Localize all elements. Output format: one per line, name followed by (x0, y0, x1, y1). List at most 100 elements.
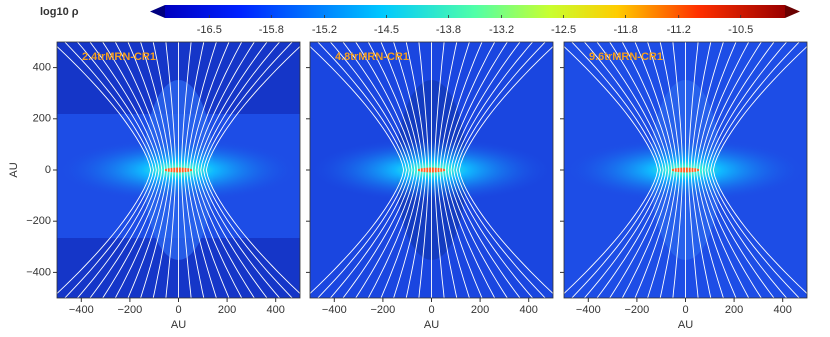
colorbar-tick-label: -14.5 (374, 24, 399, 36)
field-line (189, 42, 230, 298)
panel-title: 2.4trMRN-CR1 (82, 51, 156, 63)
colorbar-tick-label: -11.8 (613, 24, 637, 36)
field-line (710, 42, 800, 298)
panel (57, 42, 300, 298)
field-line (439, 42, 470, 298)
field-line (183, 42, 205, 298)
field-line (140, 42, 171, 298)
field-line (458, 45, 553, 295)
field-line (571, 42, 661, 298)
x-tick-label: 200 (218, 304, 236, 316)
panel-title: 4.8trMRN-CR1 (335, 51, 409, 63)
field-line (380, 42, 421, 298)
y-tick-label: −400 (26, 266, 51, 278)
colorbar-extend (785, 5, 800, 18)
field-line (693, 42, 724, 298)
field-line (405, 42, 427, 298)
colorbar-tick-label: -15.8 (259, 24, 284, 36)
x-axis-label: AU (424, 319, 439, 331)
field-line (205, 45, 300, 295)
panel (310, 42, 553, 298)
x-tick-label: −400 (322, 304, 347, 316)
panel (564, 42, 807, 298)
field-line (672, 42, 684, 298)
y-tick-label: 200 (33, 113, 51, 125)
field-line (393, 42, 424, 298)
y-tick-label: −200 (26, 215, 51, 227)
x-tick-label: 400 (267, 304, 285, 316)
colorbar-tick-label: -10.5 (728, 24, 753, 36)
field-line (442, 42, 483, 298)
field-line (127, 42, 168, 298)
field-line (367, 42, 419, 298)
colorbar-tick-label: -13.2 (489, 24, 514, 36)
x-tick-label: 200 (725, 304, 743, 316)
x-tick-label: 0 (428, 304, 434, 316)
field-line (317, 42, 407, 298)
field-line (194, 42, 255, 298)
y-tick-label: 0 (45, 164, 51, 176)
field-line (647, 42, 678, 298)
field-line (621, 42, 673, 298)
field-line (687, 42, 699, 298)
field-line (659, 42, 681, 298)
field-line (418, 42, 430, 298)
field-line (433, 42, 445, 298)
colorbar-tick-label: -11.2 (667, 24, 691, 36)
field-line (704, 42, 775, 298)
field-line (342, 42, 413, 298)
x-tick-label: −400 (69, 304, 94, 316)
panel-title: 9.6trMRN-CR1 (589, 51, 663, 63)
field-line (609, 42, 670, 298)
field-line (698, 42, 750, 298)
x-tick-label: 200 (471, 304, 489, 316)
x-axis-label: AU (678, 319, 693, 331)
field-line (102, 42, 163, 298)
field-line (152, 42, 174, 298)
field-line (165, 42, 177, 298)
field-line (450, 42, 521, 298)
field-line (701, 42, 762, 298)
x-tick-label: 0 (682, 304, 688, 316)
colorbar-tick-label: -13.8 (436, 24, 461, 36)
field-line (89, 42, 160, 298)
field-line (191, 42, 243, 298)
field-line (355, 42, 416, 298)
x-tick-label: 0 (175, 304, 181, 316)
x-tick-label: −200 (625, 304, 650, 316)
colorbar-tick-label: -16.5 (197, 24, 222, 36)
field-line (707, 42, 787, 298)
field-line (584, 42, 664, 298)
colorbar-extend (150, 5, 165, 18)
field-line (186, 42, 217, 298)
field-line (197, 42, 268, 298)
y-tick-label: 400 (33, 62, 51, 74)
field-line (203, 42, 293, 298)
colorbar-tick-label: -12.5 (551, 24, 576, 36)
field-line (200, 42, 280, 298)
field-line (696, 42, 737, 298)
colorbar-label: log10 ρ (40, 6, 79, 18)
colorbar (165, 5, 785, 18)
x-tick-label: −200 (118, 304, 143, 316)
x-tick-label: 400 (520, 304, 538, 316)
field-line (310, 45, 405, 295)
field-line (77, 42, 157, 298)
field-line (447, 42, 508, 298)
field-line (453, 42, 533, 298)
field-line (634, 42, 675, 298)
colorbar-tick-label: -15.2 (312, 24, 337, 36)
field-line (456, 42, 546, 298)
field-line (114, 42, 166, 298)
field-line (690, 42, 712, 298)
field-line (436, 42, 458, 298)
field-line (596, 42, 667, 298)
field-line (444, 42, 496, 298)
field-line (64, 42, 154, 298)
field-line (180, 42, 192, 298)
y-axis-label: AU (8, 162, 20, 177)
x-tick-label: −200 (371, 304, 396, 316)
x-tick-label: 400 (774, 304, 792, 316)
field-line (564, 45, 659, 295)
